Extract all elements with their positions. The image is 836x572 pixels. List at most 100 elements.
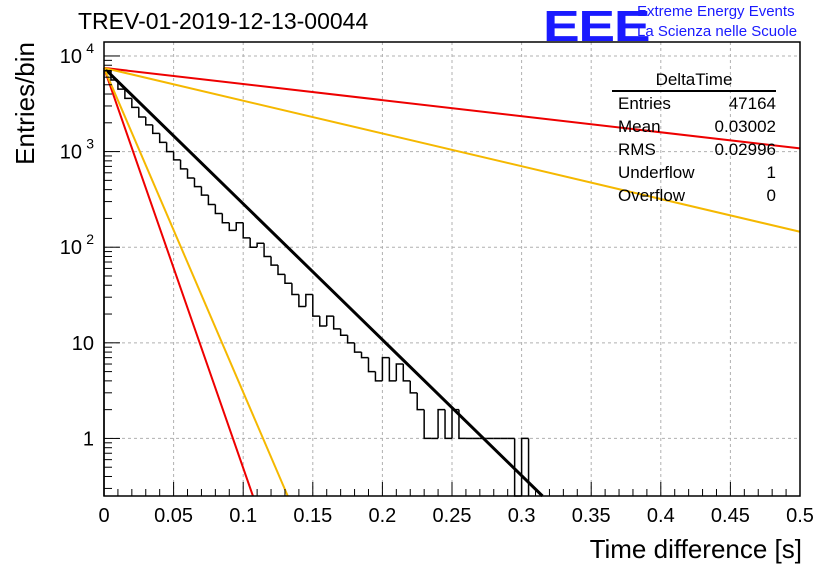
x-tick-label: 0.1 [229,505,257,527]
histogram-bin [353,342,362,353]
histogram-bin [172,151,181,161]
stats-value: 47164 [728,94,776,113]
stats-row-entries: Entries 47164 [612,92,776,115]
stats-value: 0 [766,186,776,205]
histogram-bin [332,316,341,330]
histogram-bin [179,159,188,170]
fit-line [102,66,544,498]
histogram-bin [437,408,446,439]
stats-label: Underflow [618,163,695,182]
x-tick-label: 0.45 [711,505,750,527]
axes: 0 0.05 0.1 0.15 0.2 0.25 0.3 0.35 0.4 0.45 0.510 41… [60,40,814,527]
histogram-bin [402,364,411,382]
fit-line [103,66,801,233]
histogram-bin [444,409,452,440]
histogram-bin [423,409,432,440]
histogram-bin [263,243,272,258]
histogram [103,70,530,497]
stats-value: 1 [766,163,776,182]
stats-row-mean: Mean 0.03002 [612,115,776,138]
x-tick-label: 0.15 [293,505,332,527]
stats-row-rms: RMS 0.02996 [612,138,776,161]
histogram-bin [124,89,132,100]
x-tick-label: 0.25 [433,505,472,527]
histogram-bin [298,294,306,308]
histogram-bin [221,213,230,224]
histogram-bin [138,107,146,118]
histogram-bin [235,222,244,231]
fit-line [103,66,801,150]
histogram-bin [513,438,522,497]
stats-value: 0.02996 [714,140,776,159]
stats-box: DeltaTime Entries 47164 Mean 0.03002 RMS… [612,70,776,207]
histogram-bin [360,352,369,359]
histogram-bin [520,437,529,496]
y-tick-label: 10 [60,237,82,259]
y-tick-exponent: 2 [86,231,94,247]
fit-line [103,67,289,497]
logo-subtitle-1: Extreme Energy Events [637,3,795,20]
histogram-bin [228,222,237,232]
histogram-bin [193,177,202,188]
eee-logo: EEE [543,2,651,51]
histogram-bin [381,356,390,381]
histogram-bin [277,265,285,276]
histogram-bin [117,80,125,90]
histogram-bin [207,195,216,206]
x-tick-label: 0.05 [154,505,193,527]
histogram-bin [151,124,160,135]
x-tick-label: 0.5 [786,505,814,527]
stats-label: Mean [618,117,661,136]
histogram-bin [312,294,320,317]
stats-row-overflow: Overflow 0 [612,184,776,207]
fit-curves [102,66,801,498]
histogram-bin [458,409,466,440]
histogram-bin [284,274,292,284]
stats-label: Entries [618,94,671,113]
histogram-bin [158,133,167,144]
histogram-bin [145,117,153,126]
histogram-bin [256,242,265,248]
x-tick-label: 0.4 [647,505,675,527]
histogram-bin [325,315,334,326]
histogram-bin [103,70,111,496]
histogram-bin [339,328,348,336]
y-tick-label: 10 [60,142,82,164]
x-tick-label: 0 [98,505,109,527]
histogram-bin [165,142,174,153]
histogram-bin [409,380,418,394]
histogram-bin [388,357,397,382]
x-tick-label: 0.35 [572,505,611,527]
y-tick-label: 10 [60,46,82,68]
y-tick-label: 10 [72,333,94,355]
histogram-bin [186,168,195,179]
histogram-bin [110,70,118,81]
histogram-bin [319,316,327,327]
stats-value: 0.03002 [714,117,776,136]
histogram-bin [270,256,278,266]
histogram-bin [214,204,223,215]
histogram-bin [451,408,459,439]
y-tick-label: 1 [83,428,94,450]
logo-subtitle-2: La Scienza nelle Scuole [637,23,798,40]
histogram-bin [305,293,313,307]
histogram-bin [291,283,299,296]
histogram-bin [200,186,209,196]
y-axis-label: Entries/bin [10,42,40,165]
fit-line [103,67,254,497]
y-tick-exponent: 3 [86,136,94,152]
y-tick-exponent: 4 [86,40,94,56]
x-axis-label: Time difference [s] [590,534,802,564]
histogram-bin [249,237,258,248]
stats-label: RMS [618,140,656,159]
histogram-bin [416,392,425,411]
x-tick-label: 0.2 [368,505,396,527]
histogram-bin [374,371,383,382]
run-title: TREV-01-2019-12-13-00044 [78,8,369,34]
histogram-bin [242,222,251,239]
histogram-bin [367,357,376,373]
histogram-bin [395,363,404,381]
stats-title: DeltaTime [612,70,776,92]
histogram-bin [346,335,355,344]
